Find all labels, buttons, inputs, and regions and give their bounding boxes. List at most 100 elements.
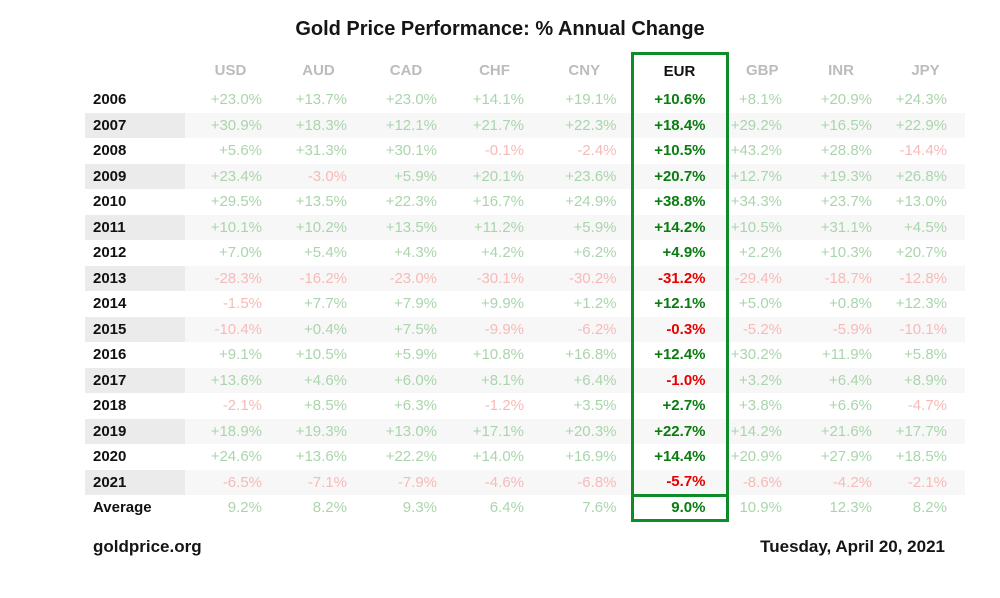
cell-2007-usd: +30.9% bbox=[210, 116, 262, 134]
cell-2011-chf: +11.2% bbox=[473, 218, 524, 236]
cell-2019-jpy: +17.7% bbox=[895, 422, 947, 440]
row-label-2017: 2017 bbox=[85, 367, 185, 393]
cell-2017-aud: +4.6% bbox=[304, 371, 347, 389]
table-row-2010: 2010 +29.5% +13.5% +22.3% +16.7% +24.9% +38.8%… bbox=[85, 189, 965, 215]
cell-2014-chf: +9.9% bbox=[481, 295, 524, 313]
cell-2011-cny: +5.9% bbox=[573, 218, 617, 236]
annual-change-table: USD AUD CAD CHF CNY EUR GBP INR JPY 2006 +23.0% +1… bbox=[85, 52, 965, 522]
cell-2016-inr: +11.9% bbox=[821, 346, 872, 364]
cell-2015-jpy: -10.1% bbox=[899, 320, 947, 338]
cell-2016-gbp: +30.2% bbox=[730, 346, 782, 364]
cell-2019-gbp: +14.2% bbox=[730, 422, 782, 440]
cell-2021-cad: -7.9% bbox=[397, 473, 437, 491]
table-row-2020: 2020 +24.6% +13.6% +22.2% +14.0% +16.9% +14.4%… bbox=[85, 444, 965, 470]
cell-2013-jpy: -12.8% bbox=[899, 269, 947, 287]
cell-2021-aud: -7.1% bbox=[307, 473, 347, 491]
cell-2017-inr: +6.4% bbox=[829, 371, 872, 389]
cell-2020-gbp: +20.9% bbox=[730, 448, 782, 466]
cell-2008-usd: +5.6% bbox=[219, 142, 262, 160]
cell-2021-inr: -4.2% bbox=[832, 473, 872, 491]
cell-2010-jpy: +13.0% bbox=[895, 193, 947, 211]
cell-2016-usd: +9.1% bbox=[219, 346, 262, 364]
cell-2014-usd: -1.5% bbox=[222, 295, 262, 313]
cell-2011-cad: +13.5% bbox=[385, 218, 437, 236]
cell-2020-eur: +14.4% bbox=[630, 444, 729, 470]
cell-average-jpy: 8.2% bbox=[912, 499, 947, 517]
cell-2014-inr: +0.8% bbox=[829, 295, 872, 313]
cell-2011-gbp: +10.5% bbox=[730, 218, 782, 236]
cell-2007-chf: +21.7% bbox=[472, 116, 524, 134]
cell-2012-aud: +5.4% bbox=[304, 244, 347, 262]
cell-2006-jpy: +24.3% bbox=[895, 91, 947, 109]
table-row-2008: 2008 +5.6% +31.3% +30.1% -0.1% -2.4% +10.5% +43… bbox=[85, 138, 965, 164]
cell-2020-chf: +14.0% bbox=[472, 448, 524, 466]
footer: goldprice.org Tuesday, April 20, 2021 bbox=[93, 537, 945, 557]
cell-average-inr: 12.3% bbox=[829, 499, 872, 517]
cell-2018-cny: +3.5% bbox=[573, 397, 617, 415]
cell-2015-aud: +0.4% bbox=[304, 320, 347, 338]
cell-2021-gbp: -8.6% bbox=[742, 473, 782, 491]
cell-average-usd: 9.2% bbox=[227, 499, 262, 517]
row-label-2009: 2009 bbox=[85, 163, 185, 189]
cell-2008-aud: +31.3% bbox=[295, 142, 347, 160]
cell-2007-cny: +22.3% bbox=[565, 116, 617, 134]
cell-2020-cad: +22.2% bbox=[385, 448, 437, 466]
cell-2016-cny: +16.8% bbox=[565, 346, 617, 364]
cell-2010-cny: +24.9% bbox=[565, 193, 617, 211]
cell-2018-gbp: +3.8% bbox=[739, 397, 782, 415]
cell-2018-aud: +8.5% bbox=[304, 397, 347, 415]
cell-2016-chf: +10.8% bbox=[472, 346, 524, 364]
page-title: Gold Price Performance: % Annual Change bbox=[295, 18, 705, 40]
cell-2014-cny: +1.2% bbox=[573, 295, 617, 313]
cell-2017-chf: +8.1% bbox=[481, 371, 524, 389]
gold-price-performance-page: Gold Price Performance: % Annual Change … bbox=[0, 16, 1000, 598]
cell-2018-jpy: -4.7% bbox=[907, 397, 947, 415]
cell-2019-cad: +13.0% bbox=[385, 422, 437, 440]
row-label-2015: 2015 bbox=[85, 316, 185, 342]
cell-2013-chf: -30.1% bbox=[476, 269, 524, 287]
col-header-cad: CAD bbox=[389, 61, 423, 79]
table-row-2009: 2009 +23.4% -3.0% +5.9% +20.1% +23.6% +20.7% +1… bbox=[85, 163, 965, 189]
table-row-2018: 2018 -2.1% +8.5% +6.3% -1.2% +3.5% +2.7% +3.8% +… bbox=[85, 393, 965, 419]
cell-2017-cny: +6.4% bbox=[573, 371, 617, 389]
cell-2010-aud: +13.5% bbox=[295, 193, 347, 211]
cell-2013-usd: -28.3% bbox=[214, 269, 262, 287]
cell-2012-gbp: +2.2% bbox=[739, 244, 782, 262]
cell-2021-jpy: -2.1% bbox=[907, 473, 947, 491]
row-label-2020: 2020 bbox=[93, 448, 127, 466]
table-row-2019: 2019 +18.9% +19.3% +13.0% +17.1% +20.3% +22.7%… bbox=[85, 418, 965, 444]
cell-2015-chf: -9.9% bbox=[484, 320, 524, 338]
col-header-usd: USD bbox=[214, 61, 247, 79]
cell-2017-jpy: +8.9% bbox=[904, 371, 947, 389]
date-label: Tuesday, April 20, 2021 bbox=[760, 537, 945, 556]
cell-2010-eur: +38.8% bbox=[630, 189, 729, 215]
cell-2013-gbp: -29.4% bbox=[734, 269, 782, 287]
cell-2010-usd: +29.5% bbox=[210, 193, 262, 211]
cell-2008-inr: +28.8% bbox=[820, 142, 872, 160]
cell-2012-usd: +7.0% bbox=[219, 244, 262, 262]
cell-2010-gbp: +34.3% bbox=[730, 193, 782, 211]
row-label-2010: 2010 bbox=[93, 193, 127, 211]
table-row-2006: 2006 +23.0% +13.7% +23.0% +14.1% +19.1% +10.6%… bbox=[85, 87, 965, 113]
cell-2017-eur: -1.0% bbox=[630, 367, 729, 393]
cell-2021-cny: -6.8% bbox=[577, 473, 617, 491]
row-label-average: Average bbox=[93, 499, 152, 517]
cell-2017-usd: +13.6% bbox=[210, 371, 262, 389]
cell-2018-usd: -2.1% bbox=[222, 397, 262, 415]
cell-2013-aud: -16.2% bbox=[299, 269, 347, 287]
cell-2012-eur: +4.9% bbox=[630, 240, 729, 266]
row-label-2013: 2013 bbox=[85, 265, 185, 291]
cell-2019-cny: +20.3% bbox=[565, 422, 617, 440]
cell-2015-inr: -5.9% bbox=[832, 320, 872, 338]
cell-2014-cad: +7.9% bbox=[394, 295, 437, 313]
cell-2006-gbp: +8.1% bbox=[739, 91, 782, 109]
cell-2016-eur: +12.4% bbox=[630, 342, 729, 368]
cell-2015-usd: -10.4% bbox=[214, 320, 262, 338]
cell-2017-cad: +6.0% bbox=[394, 371, 437, 389]
cell-2012-inr: +10.3% bbox=[820, 244, 872, 262]
table-row-2015: 2015 -10.4% +0.4% +7.5% -9.9% -6.2% -0.3% -5.2%… bbox=[85, 316, 965, 342]
cell-2008-chf: -0.1% bbox=[484, 142, 524, 160]
cell-2006-cny: +19.1% bbox=[565, 91, 617, 109]
col-header-jpy: JPY bbox=[911, 61, 940, 79]
row-label-2014: 2014 bbox=[93, 295, 127, 313]
